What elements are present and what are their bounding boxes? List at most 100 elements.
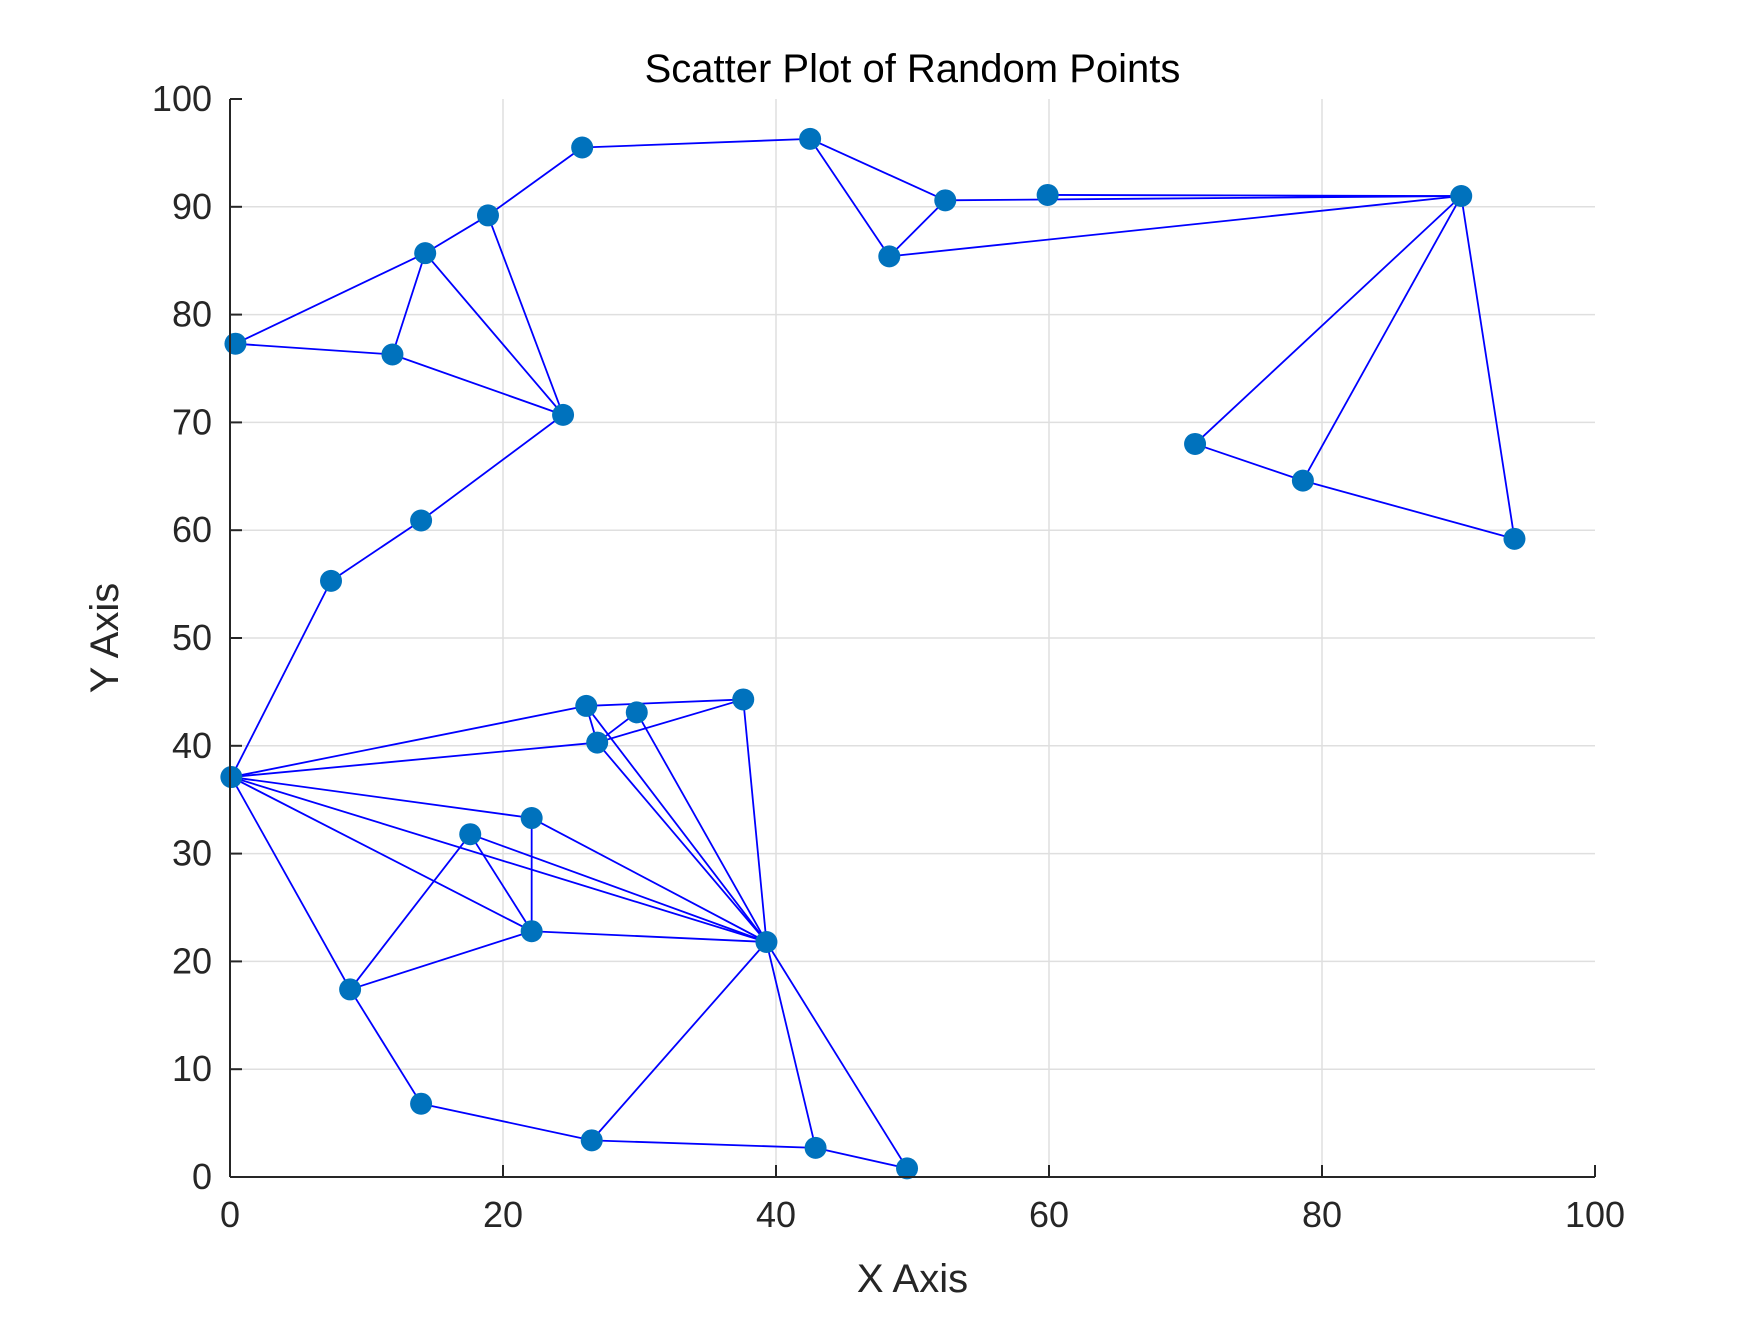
x-tick-label-3: 60 xyxy=(1029,1194,1069,1235)
scatter-point-P20 xyxy=(732,688,755,711)
connection-line-P23-P25 xyxy=(469,833,767,943)
y-axis-label: Y Axis xyxy=(83,583,127,693)
scatter-point-P11 xyxy=(934,189,957,212)
connection-line-P8-P9 xyxy=(487,146,583,217)
y-tick-label-7: 70 xyxy=(172,401,212,442)
connection-line-P26-P27 xyxy=(349,988,422,1105)
connection-line-P1-P18 xyxy=(231,705,587,778)
connection-line-P7-P8 xyxy=(424,214,489,254)
scatter-point-P3 xyxy=(410,509,433,532)
scatter-point-P25 xyxy=(755,930,778,953)
connection-line-P20-P25 xyxy=(742,699,768,943)
connection-line-P25-P29 xyxy=(765,941,817,1149)
axes xyxy=(229,98,1596,1178)
scatter-point-P23 xyxy=(459,823,482,846)
scatter-point-P15 xyxy=(1184,432,1207,455)
data-points xyxy=(220,127,1526,1180)
connection-line-P6-P7 xyxy=(235,252,426,345)
y-tick-label-1: 10 xyxy=(172,1048,212,1089)
chart-title: Scatter Plot of Random Points xyxy=(645,47,1181,91)
scatter-point-P12 xyxy=(878,245,901,268)
connection-line-P25-P30 xyxy=(765,941,908,1169)
connection-line-P11-P14 xyxy=(945,195,1462,202)
scatter-point-P26 xyxy=(339,978,362,1001)
scatter-point-P29 xyxy=(804,1136,827,1159)
x-tick-label-5: 100 xyxy=(1565,1194,1625,1235)
grid-lines xyxy=(230,99,1595,1177)
connection-line-P23-P24 xyxy=(469,833,533,932)
connection-line-P2-P3 xyxy=(330,519,422,582)
scatter-point-P18 xyxy=(575,694,598,717)
scatter-point-P6 xyxy=(224,332,247,355)
connection-line-P5-P6 xyxy=(235,342,393,356)
connection-line-P26-P23 xyxy=(349,833,471,990)
x-tick-label-2: 40 xyxy=(756,1194,796,1235)
connection-line-P21-P25 xyxy=(596,741,768,943)
connection-line-P16-P17 xyxy=(1302,479,1515,540)
connection-line-P18-P20 xyxy=(586,698,744,707)
connection-line-P26-P24 xyxy=(349,930,532,991)
connection-line-P1-P25 xyxy=(231,776,767,943)
connection-line-P28-P25 xyxy=(591,941,768,1141)
connection-line-P15-P16 xyxy=(1194,443,1304,482)
connection-line-P27-P28 xyxy=(420,1102,592,1142)
connection-line-P3-P4 xyxy=(420,414,564,522)
connection-line-P7-P4 xyxy=(424,252,564,416)
scatter-point-P2 xyxy=(320,569,343,592)
connection-line-P10-P12 xyxy=(809,138,891,257)
scatter-point-P10 xyxy=(799,127,822,150)
scatter-point-P5 xyxy=(381,343,404,366)
connection-line-P1-P24 xyxy=(230,776,533,933)
y-tick-label-0: 0 xyxy=(192,1156,212,1197)
tick-labels: 0 20 40 60 80 100 0 10 20 30 40 50 60 70 80 90 100 xyxy=(152,78,1625,1235)
scatter-point-P9 xyxy=(571,136,594,159)
connection-line-P28-P29 xyxy=(591,1139,816,1149)
scatter-point-P30 xyxy=(896,1157,919,1180)
connection-line-P9-P10 xyxy=(582,137,811,149)
connection-line-P1-P26 xyxy=(230,776,351,990)
scatter-point-P14 xyxy=(1450,185,1473,208)
y-tick-label-2: 20 xyxy=(172,940,212,981)
connection-line-P17-P14 xyxy=(1460,195,1516,539)
connection-line-P1-P22 xyxy=(231,776,532,819)
connection-line-P12-P14 xyxy=(889,195,1462,258)
y-tick-label-5: 50 xyxy=(172,617,212,658)
connection-line-P18-P25 xyxy=(585,705,768,943)
connection-line-P5-P7 xyxy=(391,252,427,355)
y-tick-label-4: 40 xyxy=(172,725,212,766)
scatter-point-P27 xyxy=(410,1092,433,1115)
connection-line-P1-P2 xyxy=(230,580,332,778)
x-tick-label-1: 20 xyxy=(483,1194,523,1235)
y-tick-label-3: 30 xyxy=(172,833,212,874)
connection-line-P29-P30 xyxy=(815,1147,908,1170)
connection-line-P24-P25 xyxy=(531,930,767,943)
connection-line-P8-P4 xyxy=(487,215,564,416)
connection-line-P20-P21 xyxy=(596,698,744,744)
x-axis-label: X Axis xyxy=(857,1257,968,1301)
connection-line-P10-P11 xyxy=(809,138,946,202)
connection-line-P16-P14 xyxy=(1302,195,1463,482)
connection-line-P19-P25 xyxy=(635,711,768,943)
x-tick-label-4: 80 xyxy=(1302,1194,1342,1235)
y-tick-label-9: 90 xyxy=(172,186,212,227)
connection-line-P13-P14 xyxy=(1047,194,1462,197)
connection-line-P14-P15 xyxy=(1194,195,1462,445)
connection-line-P22-P25 xyxy=(531,817,767,943)
scatter-point-P1 xyxy=(220,766,243,789)
scatter-point-P19 xyxy=(625,701,648,724)
scatter-point-P17 xyxy=(1503,527,1526,550)
scatter-point-P13 xyxy=(1036,183,1059,206)
scatter-point-P4 xyxy=(552,403,575,426)
y-tick-label-8: 80 xyxy=(172,294,212,335)
connection-line-P21-P1 xyxy=(231,741,598,778)
scatter-point-P28 xyxy=(580,1129,603,1152)
scatter-point-P8 xyxy=(476,204,499,227)
x-tick-label-0: 0 xyxy=(220,1194,240,1235)
connection-line-P12-P11 xyxy=(888,199,946,258)
connection-lines xyxy=(230,137,1516,1170)
scatter-point-P21 xyxy=(586,731,609,754)
scatter-point-P22 xyxy=(520,807,543,830)
connection-line-P4-P5 xyxy=(392,353,564,416)
